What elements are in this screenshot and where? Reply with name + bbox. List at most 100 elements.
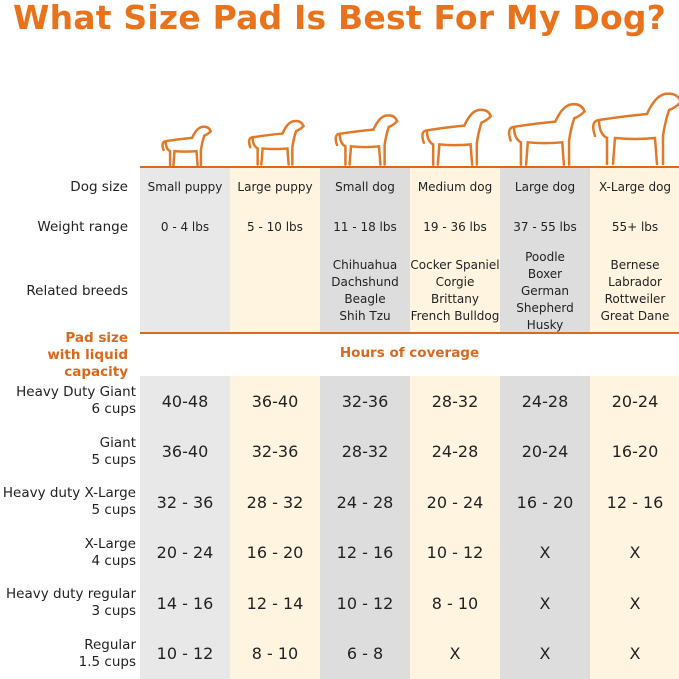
hours-cell: 16 - 20	[246, 543, 304, 562]
pad-label: Regular 1.5 cups	[0, 629, 136, 679]
hours-cell: 32-36	[341, 391, 389, 411]
column-background-top	[140, 168, 230, 333]
column-background-bottom	[140, 376, 230, 679]
hours-cell: 28-32	[341, 442, 389, 461]
pad-cups: 4 cups	[91, 552, 136, 569]
column-background-bottom	[230, 376, 320, 679]
breeds-cell: Cocker Spaniel Corgie Brittany French Bulld…	[410, 250, 500, 332]
breed: Shepherd	[516, 300, 574, 315]
breeds-cell: Chihuahua Dachshund Beagle Shih Tzu	[320, 250, 410, 332]
breed: Rottweiler	[604, 292, 666, 306]
column-background-top	[500, 168, 590, 333]
pad-name: X-Large	[84, 535, 136, 552]
breed: Dachshund	[331, 275, 399, 289]
column-background-bottom	[590, 376, 679, 679]
page-title: What Size Pad Is Best For My Dog?	[12, 0, 667, 37]
pad-cups: 3 cups	[91, 603, 136, 619]
dog-size-cell: X-Large dog	[598, 179, 672, 194]
pad-name: Regular	[84, 636, 136, 653]
dog-small-icon	[334, 114, 399, 166]
breed: Chihuahua	[332, 258, 398, 272]
hours-cell: 8 - 10	[251, 644, 299, 663]
hours-cell: 14 - 16	[156, 593, 214, 613]
pad-name: Heavy duty X-Large	[2, 485, 136, 501]
hours-cell: 20 - 24	[426, 492, 484, 512]
hours-cell: X	[629, 593, 641, 613]
dog-medium-icon	[421, 108, 493, 166]
hours-cell: X	[539, 543, 551, 562]
pad-cups: 5 cups	[91, 451, 136, 468]
dog-size-cell: Medium dog	[417, 179, 493, 194]
pad-label: Heavy Duty Giant 6 cups	[0, 376, 136, 426]
pad-cups: 5 cups	[91, 502, 136, 518]
breed: Brittany	[431, 292, 479, 306]
divider-line	[140, 166, 679, 168]
pad-label: Heavy duty regular 3 cups	[0, 578, 136, 628]
weight-cell: 5 - 10 lbs	[247, 219, 303, 234]
hours-cell: 8 - 10	[431, 593, 479, 613]
row-label-dog-size: Dog size	[70, 178, 128, 195]
hours-cell: 28 - 32	[246, 492, 304, 512]
column-background-top	[230, 168, 320, 333]
hours-cell: 6 - 8	[346, 644, 384, 663]
breed: Corgie	[435, 275, 475, 289]
hours-cell: 32-36	[251, 442, 299, 461]
breed: Boxer	[527, 266, 563, 281]
dog-xlarge-icon	[591, 92, 679, 166]
hours-cell: 24 - 28	[336, 492, 394, 512]
hours-cell: 10 - 12	[426, 543, 484, 562]
pad-label: Heavy duty X-Large 5 cups	[0, 477, 136, 527]
pad-size-header-line: Pad size	[65, 329, 128, 346]
breeds-cell: Poodle Boxer German Shepherd Husky	[500, 250, 590, 332]
pad-cups: 6 cups	[91, 401, 136, 417]
breeds-cell	[230, 250, 320, 332]
breed: Shih Tzu	[339, 309, 391, 323]
column-background-top	[320, 168, 410, 333]
hours-cell: 12 - 14	[246, 593, 304, 613]
breed: Husky	[526, 317, 564, 332]
hours-cell: 10 - 12	[336, 593, 394, 613]
weight-cell: 19 - 36 lbs	[423, 219, 487, 234]
hours-cell: X	[629, 644, 641, 663]
column-background-top	[590, 168, 679, 333]
pad-cups: 1.5 cups	[78, 653, 136, 670]
hours-cell: 36-40	[161, 442, 209, 461]
dog-size-cell: Large dog	[514, 179, 576, 194]
breeds-cell: Bernese Labrador Rottweiler Great Dane	[590, 250, 679, 332]
hours-cell: 20-24	[521, 442, 569, 461]
hours-cell: 24-28	[521, 391, 569, 411]
dog-large-icon	[507, 102, 587, 166]
column-background-top	[410, 168, 500, 333]
hours-cell: 32 - 36	[156, 492, 214, 512]
breed: German	[520, 283, 570, 298]
row-label-weight-range: Weight range	[37, 218, 128, 235]
hours-cell: X	[539, 593, 551, 613]
breeds-cell	[140, 250, 230, 332]
hours-cell: 36-40	[251, 391, 299, 411]
weight-cell: 55+ lbs	[611, 219, 659, 234]
column-background-bottom	[320, 376, 410, 679]
hours-cell: X	[539, 644, 551, 663]
pad-size-header: Pad size with liquid capacity	[0, 330, 128, 380]
pad-name: Heavy duty regular	[6, 586, 136, 602]
breed: Labrador	[608, 275, 662, 289]
hours-cell: 16-20	[611, 442, 659, 461]
row-label-related-breeds: Related breeds	[26, 282, 128, 299]
hours-cell: X	[629, 543, 641, 562]
dog-size-cell: Small dog	[335, 179, 395, 194]
pad-label: X-Large 4 cups	[0, 528, 136, 578]
hours-cell: 20-24	[611, 391, 659, 411]
breed: Cocker Spaniel	[410, 258, 500, 272]
weight-cell: 11 - 18 lbs	[333, 219, 397, 234]
hours-cell: 12 - 16	[606, 492, 664, 512]
pad-name: Giant	[99, 434, 136, 451]
divider-line	[140, 332, 679, 334]
breed: Great Dane	[600, 309, 670, 323]
dog-size-cell: Small puppy	[147, 179, 223, 194]
breed: Beagle	[344, 292, 386, 306]
hours-cell: 10 - 12	[156, 644, 214, 663]
weight-cell: 0 - 4 lbs	[160, 219, 210, 234]
pad-label: Giant 5 cups	[0, 427, 136, 477]
hours-cell: 24-28	[431, 442, 479, 461]
pad-size-header-line: with liquid capacity	[47, 346, 128, 380]
